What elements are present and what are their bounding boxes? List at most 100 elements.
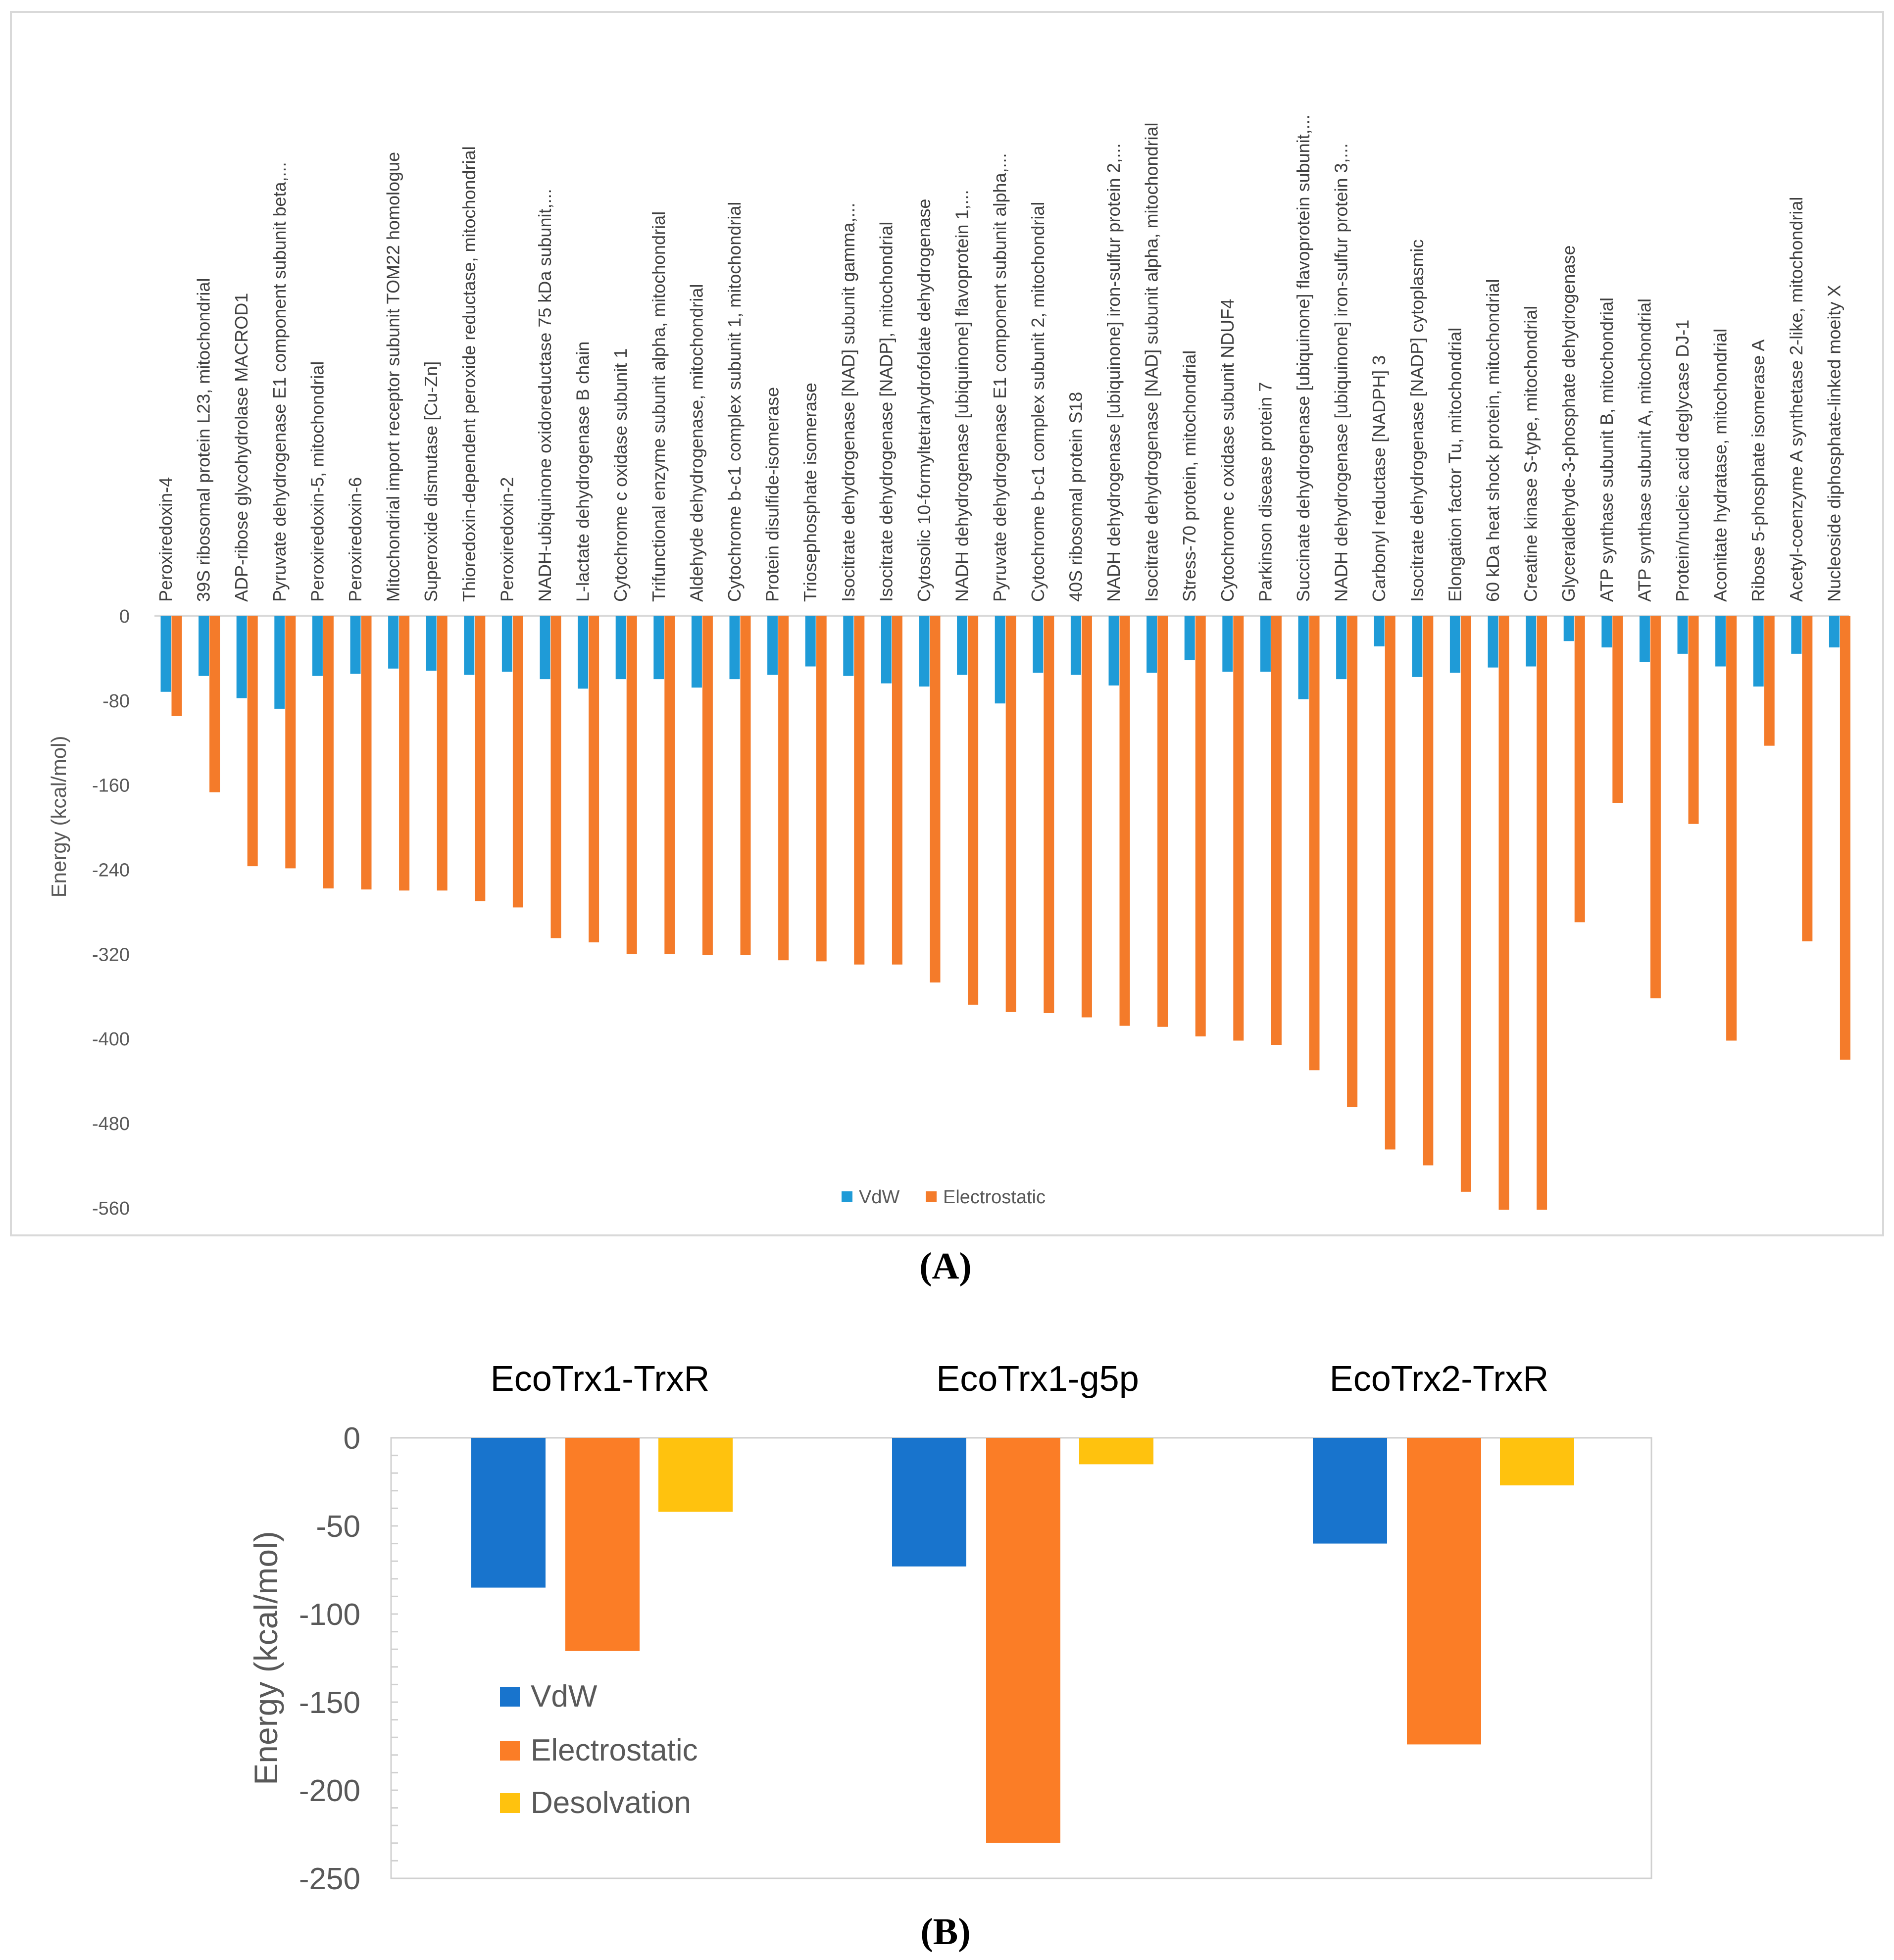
electrostatic-bar <box>816 616 827 962</box>
legend-swatch-vdw <box>500 1687 520 1707</box>
legend-label-vdw: VdW <box>531 1679 598 1714</box>
electrostatic-bar <box>1044 616 1054 1013</box>
electrostatic-bar <box>1574 616 1585 923</box>
category-label: Stress-70 protein, mitochondrial <box>1179 350 1199 602</box>
y-tick-label: -150 <box>299 1686 360 1720</box>
electrostatic-bar <box>171 616 182 716</box>
category-label: Cytochrome c oxidase subunit 1 <box>610 348 631 602</box>
category-label: ATP synthase subunit A, mitochondrial <box>1634 298 1654 602</box>
electrostatic-bar <box>1498 616 1509 1210</box>
vdw-bar <box>1336 616 1347 680</box>
y-tick-label: 0 <box>119 606 130 627</box>
y-axis-label: Energy (kcal/mol) <box>248 1531 284 1785</box>
electrostatic-bar <box>550 616 561 938</box>
category-label: Isocitrate dehydrogenase [NAD] subunit g… <box>838 203 858 602</box>
electrostatic-bar <box>778 616 789 961</box>
category-label: Thioredoxin-dependent peroxide reductase… <box>459 146 479 602</box>
vdw-bar <box>1563 616 1574 641</box>
category-label: NADH dehydrogenase [ubiquinone] iron-sul… <box>1103 143 1124 602</box>
category-label: Aldehyde dehydrogenase, mitochondrial <box>686 284 706 602</box>
vdw-bar <box>388 616 399 669</box>
electrostatic-bar <box>285 616 296 869</box>
desolvation-bar <box>1079 1438 1153 1465</box>
legend-label-electrostatic: Electrostatic <box>531 1733 698 1767</box>
category-label: Acetyl-coenzyme A synthetase 2-like, mit… <box>1786 197 1806 602</box>
category-label: Pyruvate dehydrogenase E1 component subu… <box>269 162 290 602</box>
vdw-bar <box>1222 616 1233 672</box>
vdw-bar <box>464 616 475 675</box>
category-label: 39S ribosomal protein L23, mitochondrial <box>194 278 214 602</box>
vdw-bar <box>1449 616 1460 673</box>
electrostatic-bar <box>1385 616 1396 1150</box>
electrostatic-bar <box>1726 616 1737 1041</box>
electrostatic-bar <box>361 616 372 890</box>
category-label: Ribose 5-phosphate isomerase A <box>1748 340 1768 602</box>
y-tick-label: -200 <box>299 1774 360 1808</box>
y-tick-label: 0 <box>344 1421 360 1456</box>
vdw-bar <box>957 616 968 675</box>
vdw-bar <box>1753 616 1764 687</box>
y-tick-label: -100 <box>299 1598 360 1632</box>
vdw-bar <box>1791 616 1802 654</box>
legend-swatch-electrostatic <box>926 1191 937 1202</box>
legend-swatch-electrostatic <box>500 1741 520 1761</box>
electrostatic-bar <box>1688 616 1699 824</box>
category-label: Creatine kinase S-type, mitochondrial <box>1521 306 1541 602</box>
electrostatic-bar <box>854 616 865 965</box>
y-tick-label: -80 <box>102 691 130 712</box>
electrostatic-bar <box>323 616 334 888</box>
electrostatic-bar <box>1309 616 1320 1071</box>
y-tick-label: -240 <box>92 860 130 881</box>
vdw-bar <box>312 616 323 676</box>
electrostatic-bar <box>475 616 486 901</box>
category-label: Carbonyl reductase [NADPH] 3 <box>1369 355 1389 602</box>
vdw-bar <box>1526 616 1537 667</box>
y-tick-label: -250 <box>299 1862 360 1896</box>
vdw-bar <box>1601 616 1612 648</box>
electrostatic-bar <box>1157 616 1168 1027</box>
category-label: Pyruvate dehydrogenase E1 component subu… <box>990 153 1010 602</box>
vdw-bar <box>691 616 702 688</box>
y-tick-label: -560 <box>92 1198 130 1219</box>
electrostatic-bar <box>1802 616 1813 941</box>
vdw-bar <box>1412 616 1423 677</box>
vdw-bar <box>767 616 778 675</box>
electrostatic-bar <box>589 616 599 942</box>
vdw-bar <box>892 1438 966 1567</box>
vdw-bar <box>805 616 816 667</box>
category-label: 40S ribosomal protein S18 <box>1065 392 1086 602</box>
desolvation-bar <box>658 1438 733 1512</box>
electrostatic-bar <box>1423 616 1434 1166</box>
category-label: Peroxiredoxin-6 <box>345 477 365 602</box>
electrostatic-bar <box>1119 616 1130 1026</box>
y-tick-label: -160 <box>92 776 130 796</box>
vdw-bar <box>578 616 589 689</box>
panel-label-a: (A) <box>919 1245 972 1287</box>
category-label: NADH dehydrogenase [ubiquinone] flavopro… <box>952 190 972 602</box>
legend-label-electrostatic: Electrostatic <box>943 1187 1046 1208</box>
electrostatic-bar <box>740 616 751 955</box>
category-label: Cytochrome b-c1 complex subunit 1, mitoc… <box>724 202 745 602</box>
electrostatic-bar <box>664 616 675 954</box>
vdw-bar <box>843 616 854 676</box>
vdw-bar <box>1260 616 1271 672</box>
y-tick-label: -320 <box>92 944 130 965</box>
category-label: Cytochrome c oxidase subunit NDUF4 <box>1217 299 1238 602</box>
vdw-bar <box>1313 1438 1387 1544</box>
category-label: Cytochrome b-c1 complex subunit 2, mitoc… <box>1028 202 1048 602</box>
vdw-bar <box>919 616 930 687</box>
category-label: ATP synthase subunit B, mitochondrial <box>1596 297 1617 602</box>
electrostatic-bar <box>247 616 258 867</box>
y-tick-label: -480 <box>92 1114 130 1134</box>
legend-swatch-desolvation <box>500 1793 520 1813</box>
category-label: Mitochondrial import receptor subunit TO… <box>383 152 403 602</box>
vdw-bar <box>1374 616 1385 646</box>
vdw-bar <box>881 616 892 684</box>
legend-label-desolvation: Desolvation <box>531 1786 691 1820</box>
category-label: EcoTrx2-TrxR <box>1330 1359 1549 1399</box>
category-label: Isocitrate dehydrogenase [NAD] subunit a… <box>1142 122 1162 602</box>
vdw-bar <box>540 616 550 680</box>
category-label: Superoxide dismutase [Cu-Zn] <box>421 361 441 602</box>
vdw-bar <box>160 616 171 692</box>
category-label: Peroxiredoxin-2 <box>497 477 517 602</box>
